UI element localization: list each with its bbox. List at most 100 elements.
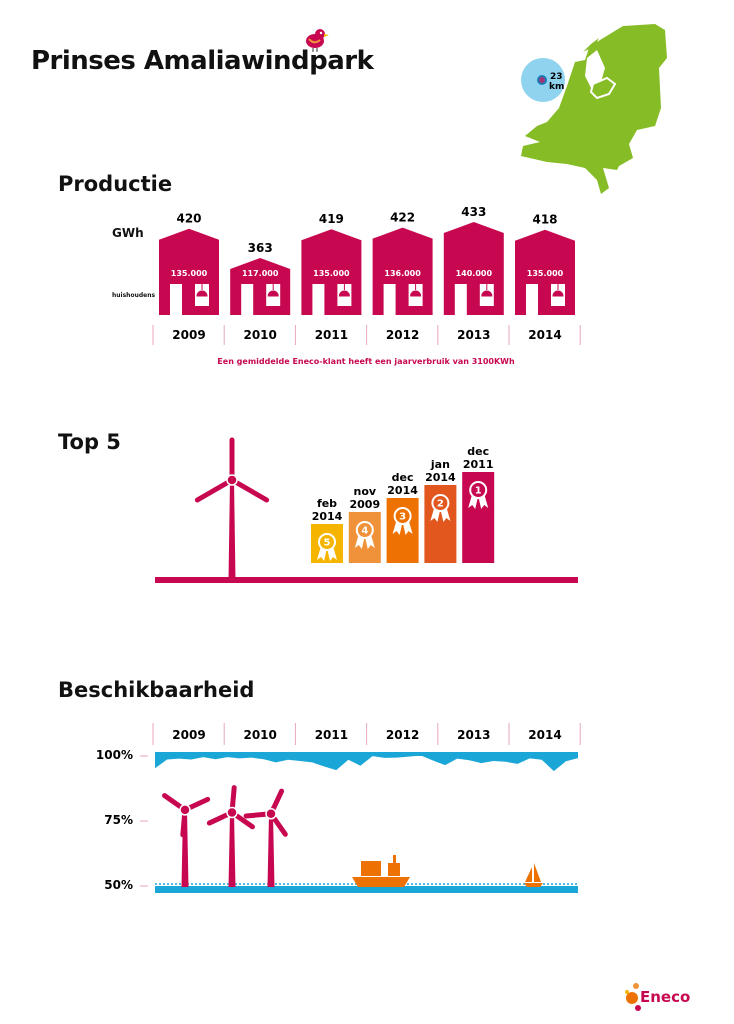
house-door: [312, 284, 325, 315]
availability-chart: 2009 2010 2011 2012 2013 2014 100% 75% 50%: [96, 723, 581, 893]
production-value: 419: [319, 212, 344, 226]
households-value: 135.000: [313, 269, 350, 278]
top5-year: 2009: [349, 498, 380, 511]
households-value: 117.000: [242, 269, 279, 278]
y-tick-label: 75%: [104, 813, 133, 827]
top5-month: nov: [354, 485, 377, 498]
consumption-note: Een gemiddelde Eneco-klant heeft een jaa…: [217, 357, 515, 366]
ship-containers: [361, 861, 381, 876]
rank-number: 2: [437, 499, 444, 510]
house-door: [526, 284, 538, 315]
turbine-tower: [228, 812, 236, 887]
availability-heading: Beschikbaarheid: [58, 678, 255, 702]
year-label: 2012: [386, 328, 419, 342]
year-label: 2009: [172, 728, 205, 742]
top5-heading: Top 5: [58, 430, 121, 454]
top5-month: dec: [467, 445, 489, 458]
production-value: 433: [461, 205, 486, 219]
bird-icon: [306, 29, 329, 52]
sea: [155, 886, 578, 893]
house-door: [454, 284, 467, 315]
lamp-icon: [338, 284, 350, 297]
logo-text: Eneco: [640, 988, 690, 1006]
households-value: 140.000: [456, 269, 493, 278]
year-label: 2010: [243, 728, 276, 742]
ribbon-icon: [430, 507, 451, 522]
house-door: [241, 284, 254, 315]
year-label: 2013: [457, 728, 490, 742]
medal-icon: [431, 494, 450, 512]
production-chart: 420 135.000 2009 363 117.000 2010 419 135.000 20…: [152, 205, 581, 345]
medal-icon: [355, 521, 374, 539]
ship-mast: [393, 855, 396, 863]
rank-number: 5: [324, 538, 331, 549]
lamp-icon: [196, 284, 208, 297]
house-door: [383, 284, 396, 315]
turbine-blade: [229, 477, 270, 503]
ribbon-icon: [468, 494, 489, 509]
top5-year: 2011: [463, 458, 494, 471]
lamp-icon: [481, 284, 493, 297]
lamp-icon: [552, 284, 564, 297]
medal-icon: [469, 481, 488, 499]
distance-unit: km: [549, 82, 564, 92]
year-label: 2011: [315, 728, 348, 742]
house-door: [170, 284, 182, 315]
sailboat-icon: [524, 863, 543, 887]
turbine-hub: [226, 474, 238, 486]
households-value: 136.000: [384, 269, 421, 278]
turbine-tower: [228, 480, 236, 580]
year-label: 2014: [528, 728, 561, 742]
ribbon-icon: [317, 546, 337, 561]
production-value: 363: [248, 241, 273, 255]
top5-year: 2014: [387, 484, 418, 497]
households-value: 135.000: [527, 269, 564, 278]
year-label: 2011: [315, 328, 348, 342]
availability-area: [155, 754, 578, 772]
ship-hull: [352, 877, 410, 887]
rank-number: 1: [475, 486, 482, 497]
medal-icon: [393, 507, 412, 525]
ground-line: [155, 577, 578, 583]
ship-bridge: [388, 863, 400, 876]
medal-icon: [318, 533, 336, 551]
distance-value: 23: [550, 72, 563, 82]
turbine-hub: [265, 808, 277, 820]
top5-month: feb: [317, 497, 337, 510]
unit-label: GWh: [112, 226, 144, 240]
turbine-tower: [267, 813, 275, 887]
turbine-hub: [179, 804, 191, 816]
ribbon-icon: [354, 534, 375, 549]
year-label: 2012: [386, 728, 419, 742]
y-tick-label: 50%: [104, 878, 133, 892]
top5-month: dec: [392, 471, 414, 484]
lamp-icon: [267, 284, 279, 297]
year-label: 2014: [528, 328, 561, 342]
production-value: 418: [532, 213, 557, 227]
top5-year: 2014: [425, 471, 456, 484]
year-label: 2013: [457, 328, 490, 342]
eneco-logo: Eneco: [625, 983, 690, 1011]
production-value: 420: [176, 212, 201, 226]
year-label: 2009: [172, 328, 205, 342]
households-value: 135.000: [171, 269, 208, 278]
turbine-blade: [194, 477, 235, 503]
rank-number: 4: [361, 526, 368, 537]
house-bar: [230, 258, 291, 315]
production-heading: Productie: [58, 172, 173, 196]
map-land: [521, 24, 667, 194]
availability-100-line: [155, 752, 578, 756]
ribbon-icon: [392, 520, 413, 535]
rank-number: 3: [399, 512, 406, 523]
lamp-icon: [410, 284, 422, 297]
production-value: 422: [390, 211, 415, 225]
turbine-hub: [226, 806, 238, 819]
top5-year: 2014: [312, 510, 343, 523]
year-label: 2010: [243, 328, 276, 342]
households-label: huishoudens: [112, 292, 156, 299]
y-tick-label: 100%: [96, 748, 133, 762]
netherlands-map: 23 km: [521, 24, 667, 194]
top5-month: jan: [430, 458, 450, 471]
